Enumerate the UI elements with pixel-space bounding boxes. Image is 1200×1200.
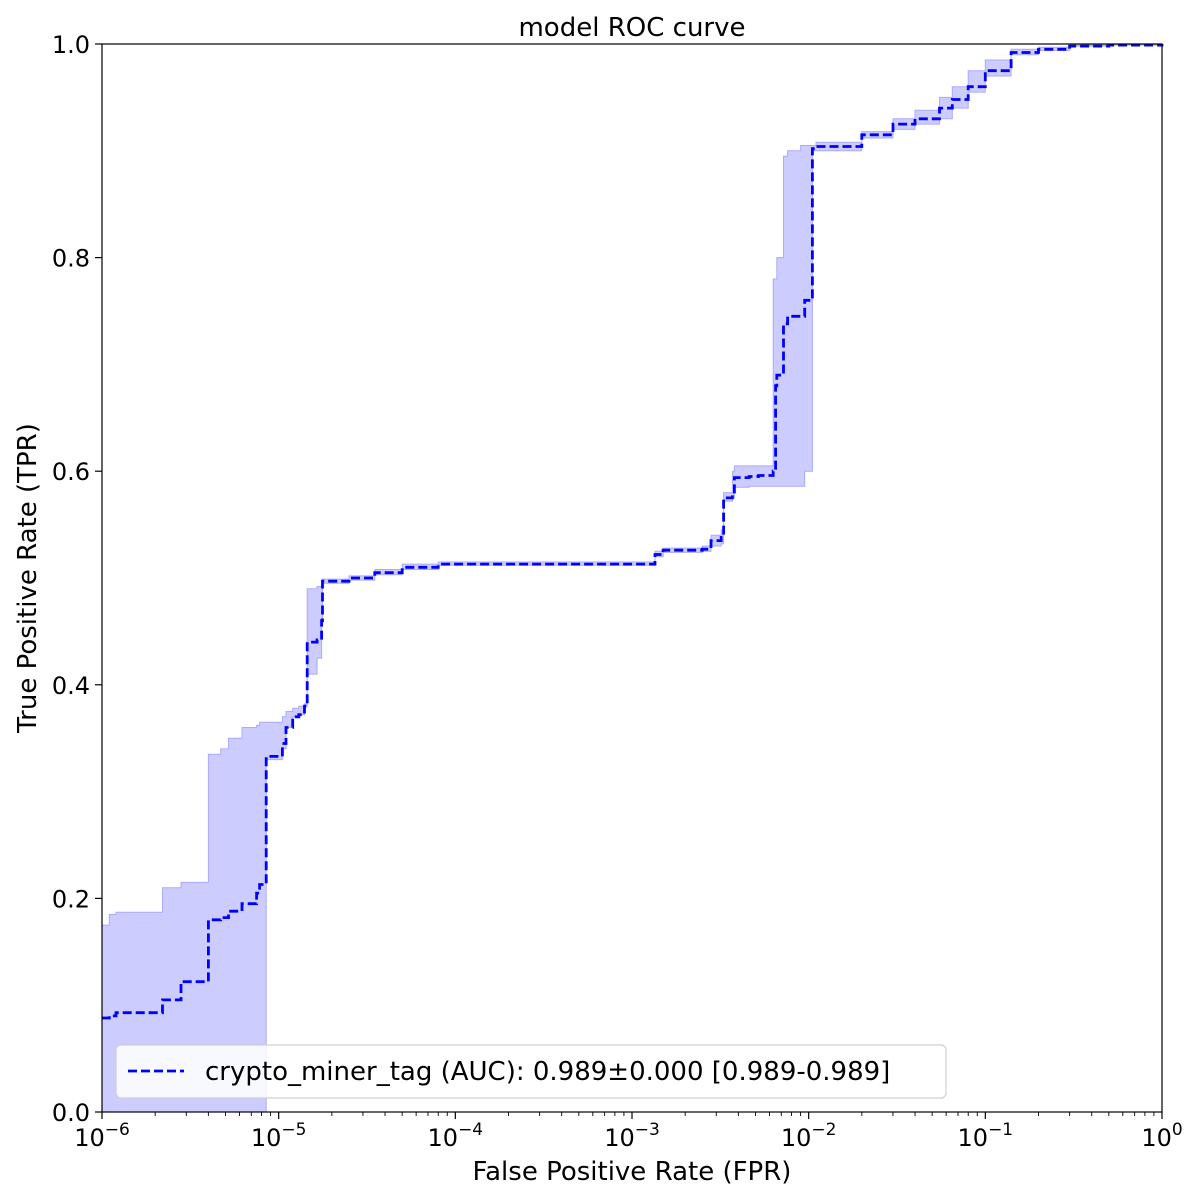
y-tick-label: 0.2 bbox=[52, 885, 90, 913]
y-tick-label: 0.4 bbox=[52, 672, 90, 700]
legend: crypto_miner_tag (AUC): 0.989±0.000 [0.9… bbox=[115, 1044, 947, 1099]
plot-area bbox=[101, 43, 1164, 1113]
y-tick-label: 0.6 bbox=[52, 458, 90, 486]
x-tick-label: 10−4 bbox=[428, 1120, 484, 1152]
y-tick-label: 0.0 bbox=[52, 1099, 90, 1127]
roc-series-line bbox=[102, 43, 1164, 1020]
confidence-band bbox=[101, 43, 1163, 1113]
x-tick-label: 10−3 bbox=[604, 1120, 660, 1152]
chart-title: model ROC curve bbox=[518, 13, 745, 43]
y-tick-label: 1.0 bbox=[52, 31, 90, 59]
x-axis-label: False Positive Rate (FPR) bbox=[473, 1157, 792, 1187]
y-axis-label: True Positive Rate (TPR) bbox=[13, 423, 43, 734]
x-tick-label: 100 bbox=[1141, 1120, 1182, 1152]
x-axis-ticks: 10−6 10−5 10−4 10−3 10−2 10−1 100 bbox=[74, 1112, 1183, 1152]
legend-box bbox=[115, 1044, 947, 1099]
y-tick-label: 0.8 bbox=[52, 245, 90, 273]
legend-entry-label: crypto_miner_tag (AUC): 0.989±0.000 [0.9… bbox=[205, 1057, 890, 1087]
x-tick-label: 10−6 bbox=[74, 1120, 130, 1152]
x-tick-label: 10−5 bbox=[251, 1120, 307, 1152]
y-axis-ticks: 0.0 0.2 0.4 0.6 0.8 1.0 bbox=[52, 31, 102, 1127]
x-tick-label: 10−1 bbox=[958, 1120, 1014, 1152]
x-tick-label: 10−2 bbox=[781, 1120, 837, 1152]
